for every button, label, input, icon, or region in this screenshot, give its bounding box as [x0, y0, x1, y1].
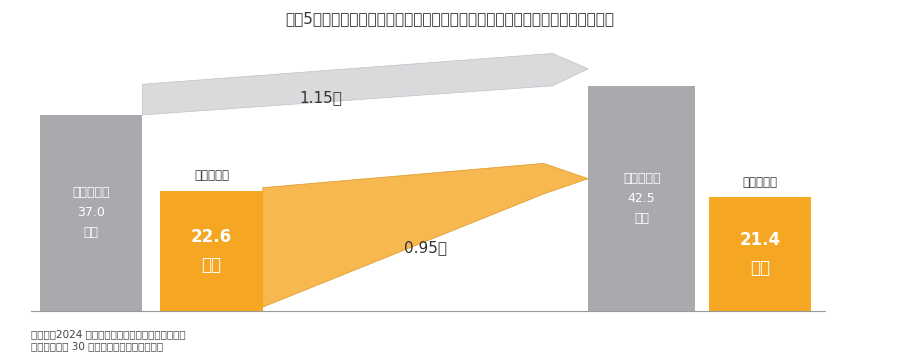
Text: 21.4
万円: 21.4 万円 — [739, 231, 780, 277]
Text: （出所）2024 年公的年金財政検証（厚生労働省）: （出所）2024 年公的年金財政検証（厚生労働省） — [31, 329, 185, 339]
FancyBboxPatch shape — [40, 115, 142, 310]
Text: 22.6
万円: 22.6 万円 — [191, 228, 232, 274]
Text: 図表5　所得代替率が２割低下しても年金受取額が２割削減されるわけではない: 図表5 所得代替率が２割低下しても年金受取額が２割削減されるわけではない — [285, 11, 615, 26]
Text: 手取り賃金
42.5
万円: 手取り賃金 42.5 万円 — [623, 172, 661, 225]
Polygon shape — [142, 53, 589, 115]
Text: （注）「過去 30 年投影ケース」・人口中位: （注）「過去 30 年投影ケース」・人口中位 — [31, 341, 163, 351]
Text: 1.15倍: 1.15倍 — [300, 90, 342, 106]
Text: 年金受取額: 年金受取額 — [194, 169, 229, 182]
Text: 0.95倍: 0.95倍 — [404, 240, 447, 255]
FancyBboxPatch shape — [589, 86, 695, 310]
FancyBboxPatch shape — [708, 197, 811, 310]
Text: 年金受取額: 年金受取額 — [742, 176, 778, 189]
Polygon shape — [263, 163, 589, 307]
Text: 手取り賃金
37.0
万円: 手取り賃金 37.0 万円 — [72, 186, 110, 239]
FancyBboxPatch shape — [160, 191, 263, 310]
